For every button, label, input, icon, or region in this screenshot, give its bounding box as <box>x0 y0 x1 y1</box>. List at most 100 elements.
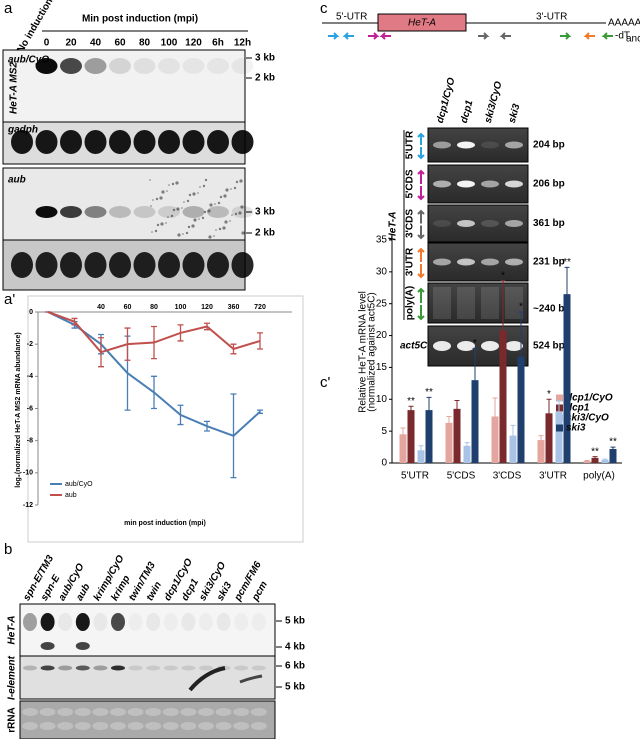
x-tick-label: 40 <box>97 304 105 311</box>
size-label: 524 bp <box>533 341 565 352</box>
band <box>35 252 58 278</box>
error-bar <box>602 458 608 461</box>
band <box>481 220 499 227</box>
y-tick-label: -12 <box>23 502 33 509</box>
row-label: HeT-A <box>7 616 18 645</box>
speckle <box>175 181 179 185</box>
band <box>58 613 73 631</box>
speckle <box>231 214 233 216</box>
y-tick-label: 20 <box>376 330 388 341</box>
bar <box>591 457 599 463</box>
bar <box>463 445 471 463</box>
y-tick-label: -6 <box>27 405 33 412</box>
size-label: 2 kb <box>255 73 275 84</box>
band <box>250 708 267 716</box>
speckle <box>191 224 195 228</box>
speckle <box>159 196 163 200</box>
error-bar <box>446 415 452 430</box>
primer-arrow <box>417 169 425 201</box>
band <box>457 220 475 227</box>
lane-label: 12h <box>234 38 251 49</box>
band <box>481 141 499 149</box>
band <box>84 252 107 278</box>
band <box>22 722 38 730</box>
legend-swatch <box>556 394 563 402</box>
legend-label: dcp1/CyO <box>566 393 613 404</box>
speckle <box>214 203 216 205</box>
lane-label: dcp1 <box>459 99 476 125</box>
legend-label: ski3/CyO <box>566 413 609 424</box>
band <box>505 341 523 351</box>
size-label: ~240 bp <box>533 304 571 315</box>
row-label: poly(A) <box>405 286 416 320</box>
legend-label: dcp1 <box>566 403 590 414</box>
utr-label: 5'-UTR <box>336 12 367 23</box>
smear <box>481 287 499 319</box>
speckle <box>201 216 205 220</box>
band <box>215 708 232 716</box>
x-tick-label: 3'UTR <box>539 471 567 482</box>
bar <box>425 410 433 463</box>
bar <box>563 294 571 463</box>
lane-label: 0 <box>44 38 50 49</box>
band <box>60 206 82 218</box>
error-bar <box>472 347 478 413</box>
speckle <box>224 220 228 224</box>
band <box>40 665 55 671</box>
panel-letter: c <box>320 0 328 17</box>
control-label: act5C <box>400 341 428 352</box>
band <box>111 665 125 671</box>
band <box>129 613 143 631</box>
band <box>146 613 161 631</box>
band <box>182 130 205 154</box>
band <box>199 665 213 671</box>
band <box>75 642 90 650</box>
speckle <box>241 231 245 235</box>
size-label: 231 bp <box>533 257 565 268</box>
x-tick-label: 720 <box>254 304 266 311</box>
error-bar <box>71 317 78 326</box>
band <box>127 708 144 716</box>
speckle <box>181 207 183 209</box>
band <box>84 130 107 154</box>
primer-label: -dT <box>615 31 630 42</box>
band <box>58 665 73 671</box>
band <box>133 58 156 74</box>
y-tick-label: 30 <box>376 266 388 277</box>
error-bar <box>98 337 104 368</box>
y-tick-label: 5 <box>381 426 387 437</box>
error-bar <box>177 404 184 426</box>
lane-label: 100 <box>161 38 178 49</box>
significance: * <box>547 389 551 400</box>
band <box>231 58 254 74</box>
primer-arrow <box>368 32 380 40</box>
error-bar <box>177 324 184 342</box>
primer-arrow <box>583 32 595 40</box>
size-label: 5 kb <box>285 682 305 693</box>
significance: * <box>473 338 477 349</box>
speckle <box>203 210 207 214</box>
band <box>133 206 156 218</box>
band <box>23 613 37 631</box>
band <box>133 130 156 154</box>
bar <box>537 440 545 463</box>
band <box>92 722 109 730</box>
band <box>75 665 90 671</box>
speckle <box>219 195 223 199</box>
speckle <box>161 190 165 194</box>
primer-arrow <box>379 32 391 40</box>
row-label: 3'CDS <box>405 209 416 238</box>
speckle <box>160 222 164 226</box>
gel <box>427 282 529 324</box>
legend-label: ski3 <box>566 423 586 434</box>
band <box>207 58 229 74</box>
bar <box>417 450 425 463</box>
lane-label: 80 <box>139 38 151 49</box>
speckle <box>207 209 211 213</box>
band <box>111 613 125 631</box>
band <box>93 613 108 631</box>
band <box>128 665 143 671</box>
band <box>250 722 267 730</box>
significance: ** <box>425 387 433 398</box>
band <box>481 180 499 188</box>
